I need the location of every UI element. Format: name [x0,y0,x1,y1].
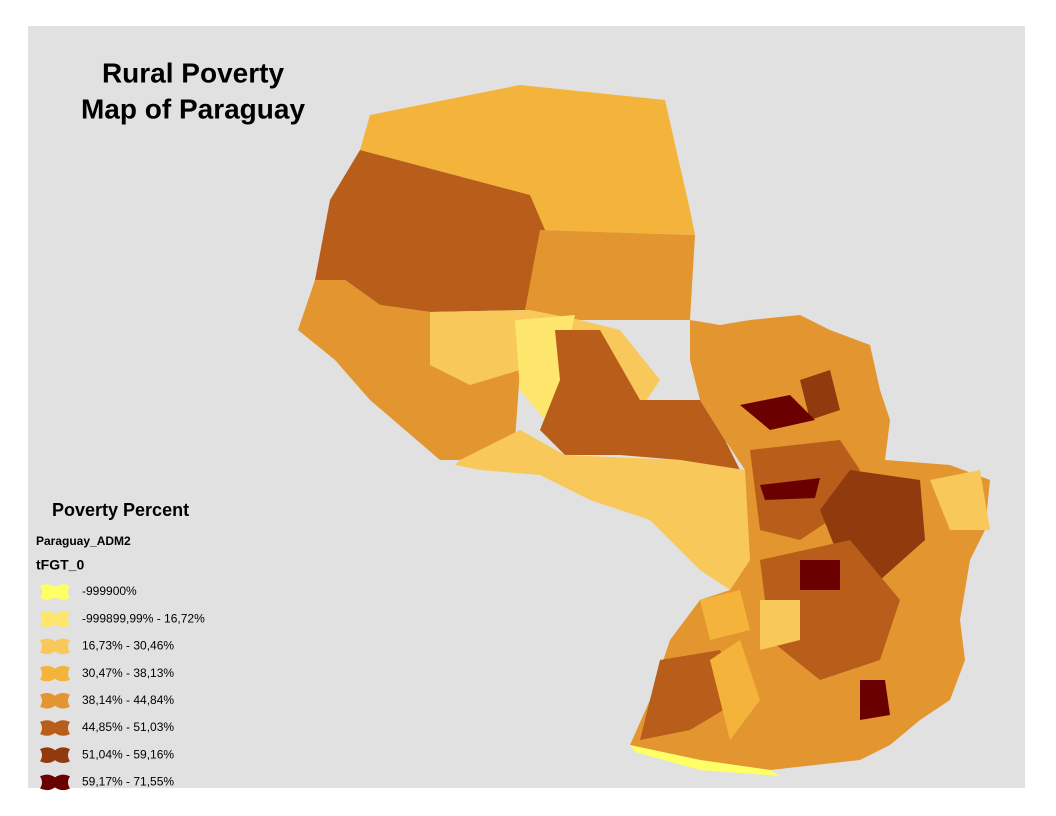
region [315,150,545,312]
region [360,85,695,235]
legend-label: 44,85% - 51,03% [82,720,174,734]
map-title: Map of Paraguay [81,93,305,124]
region [930,470,990,530]
region [760,540,900,680]
region [298,280,520,460]
map-title: Rural Poverty [102,57,284,88]
legend-field: tFGT_0 [36,557,84,573]
region [455,430,750,590]
region [740,395,815,430]
legend-swatch [40,774,70,791]
legend-swatch [40,747,70,763]
legend-label: -999900% [82,584,137,598]
legend-layer: Paraguay_ADM2 [36,534,131,548]
region [860,680,890,720]
legend-swatch [40,665,70,682]
legend-title: Poverty Percent [52,500,189,520]
region [630,745,780,776]
region [540,330,740,470]
region [800,370,840,420]
legend-label: 38,14% - 44,84% [82,693,174,707]
region [710,640,760,740]
region [800,560,840,590]
legend-swatch [40,584,70,600]
region [760,600,800,650]
legend-swatch [40,693,70,709]
legend-label: 30,47% - 38,13% [82,666,174,680]
legend-swatch [40,720,70,736]
legend-label: 16,73% - 30,46% [82,639,174,653]
region [525,230,695,320]
legend-label: 51,04% - 59,16% [82,747,174,761]
region [760,478,820,500]
legend-label: -999899,99% - 16,72% [82,611,205,625]
region [700,590,750,640]
legend-swatch [40,638,70,655]
legend-swatch [40,611,70,627]
legend-label: 59,17% - 71,55% [82,775,174,789]
